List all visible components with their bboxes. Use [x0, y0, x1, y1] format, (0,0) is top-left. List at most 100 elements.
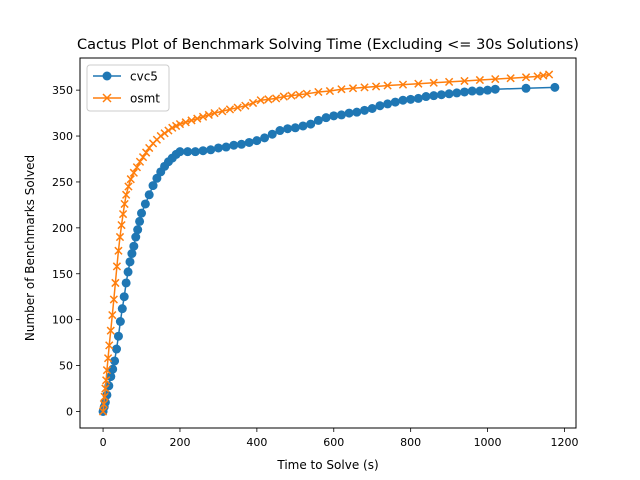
data-point-cvc5: [144, 190, 154, 200]
data-point-osmt: [160, 129, 169, 138]
data-point-cvc5: [298, 121, 308, 131]
data-point-osmt: [98, 407, 108, 416]
data-point-osmt: [475, 75, 485, 85]
data-point-osmt: [135, 157, 145, 166]
x-tick-label: 200: [169, 436, 190, 449]
y-tick-label: 0: [66, 405, 73, 418]
data-point-osmt: [102, 376, 111, 385]
data-point-osmt: [210, 108, 219, 118]
data-point-cvc5: [183, 147, 193, 157]
data-point-osmt: [414, 79, 423, 88]
data-point-cvc5: [140, 199, 150, 209]
data-point-cvc5: [131, 232, 141, 242]
data-point-cvc5: [352, 107, 362, 117]
data-point-cvc5: [283, 124, 293, 134]
data-point-osmt: [460, 76, 469, 86]
data-point-osmt: [248, 98, 258, 108]
data-point-osmt: [264, 95, 273, 104]
data-point-cvc5: [110, 356, 120, 366]
legend-label-cvc5: cvc5: [130, 70, 158, 84]
data-point-osmt: [371, 82, 381, 91]
x-axis-label: Time to Solve (s): [276, 458, 378, 472]
data-point-osmt: [111, 278, 120, 288]
data-point-cvc5: [137, 208, 147, 218]
data-point-osmt: [314, 87, 323, 97]
data-point-cvc5: [113, 331, 123, 341]
data-point-osmt: [124, 182, 133, 191]
y-axis-ticks: 0 50 100 150 200 250 300 350: [52, 84, 80, 418]
data-point-cvc5: [148, 181, 158, 191]
data-point-osmt: [233, 103, 242, 112]
data-point-osmt: [122, 190, 131, 199]
data-point-cvc5: [229, 140, 239, 150]
data-point-osmt: [132, 163, 142, 172]
data-point-osmt: [109, 295, 118, 304]
x-tick-label: 1200: [550, 436, 578, 449]
data-point-cvc5: [421, 92, 431, 102]
data-point-osmt: [103, 354, 113, 363]
data-point-cvc5: [123, 267, 133, 277]
x-tick-label: 800: [400, 436, 421, 449]
data-point-osmt: [198, 112, 208, 121]
data-point-osmt: [117, 220, 126, 230]
data-point-cvc5: [290, 123, 300, 133]
x-axis-ticks: 0 200 400 600 800 1000 1200: [100, 428, 578, 449]
data-point-cvc5: [221, 142, 231, 152]
data-point-osmt: [99, 399, 108, 409]
data-point-osmt: [100, 392, 109, 401]
legend-marker-cvc5: [102, 71, 112, 81]
data-point-cvc5: [321, 113, 331, 123]
data-point-osmt: [521, 73, 531, 82]
data-point-osmt: [302, 89, 311, 98]
data-point-osmt: [271, 94, 281, 103]
data-point-cvc5: [267, 129, 277, 139]
data-point-cvc5: [252, 136, 262, 146]
data-point-cvc5: [112, 344, 122, 354]
data-point-cvc5: [483, 85, 493, 95]
data-point-osmt: [108, 310, 117, 320]
series-osmt: [98, 70, 554, 416]
legend: cvc5 osmt: [86, 64, 170, 112]
data-point-cvc5: [129, 241, 139, 251]
data-point-osmt: [225, 105, 235, 114]
data-point-cvc5: [429, 91, 439, 101]
y-tick-label: 300: [52, 130, 73, 143]
data-point-osmt: [181, 118, 190, 127]
data-point-osmt: [429, 78, 438, 87]
data-point-cvc5: [244, 137, 254, 147]
data-point-cvc5: [367, 103, 377, 113]
data-point-cvc5: [344, 108, 354, 118]
data-point-osmt: [129, 168, 138, 177]
data-point-cvc5: [125, 257, 135, 267]
data-point-osmt: [156, 131, 165, 141]
data-point-osmt: [112, 262, 122, 271]
data-point-cvc5: [444, 89, 454, 99]
data-point-osmt: [218, 107, 227, 116]
data-point-osmt: [102, 366, 112, 375]
data-point-cvc5: [336, 110, 346, 120]
data-point-osmt: [279, 92, 288, 101]
data-point-osmt: [175, 119, 185, 129]
data-point-cvc5: [360, 105, 370, 115]
data-point-osmt: [105, 341, 114, 350]
data-point-osmt: [506, 74, 515, 83]
data-point-osmt: [398, 80, 408, 89]
data-point-cvc5: [329, 111, 339, 121]
data-point-osmt: [164, 126, 173, 135]
data-point-cvc5: [521, 83, 531, 93]
y-tick-label: 50: [59, 360, 73, 373]
y-tick-label: 350: [52, 84, 73, 97]
data-point-osmt: [348, 84, 358, 93]
y-tick-label: 100: [52, 314, 73, 327]
data-point-cvc5: [306, 119, 316, 129]
plot-frame: [79, 57, 577, 429]
data-point-cvc5: [135, 216, 145, 226]
data-point-cvc5: [133, 225, 143, 235]
data-point-osmt: [360, 83, 369, 92]
y-tick-label: 150: [52, 268, 73, 281]
y-tick-label: 250: [52, 176, 73, 189]
data-point-cvc5: [375, 101, 385, 111]
data-point-osmt: [204, 110, 213, 120]
data-point-cvc5: [260, 133, 270, 143]
